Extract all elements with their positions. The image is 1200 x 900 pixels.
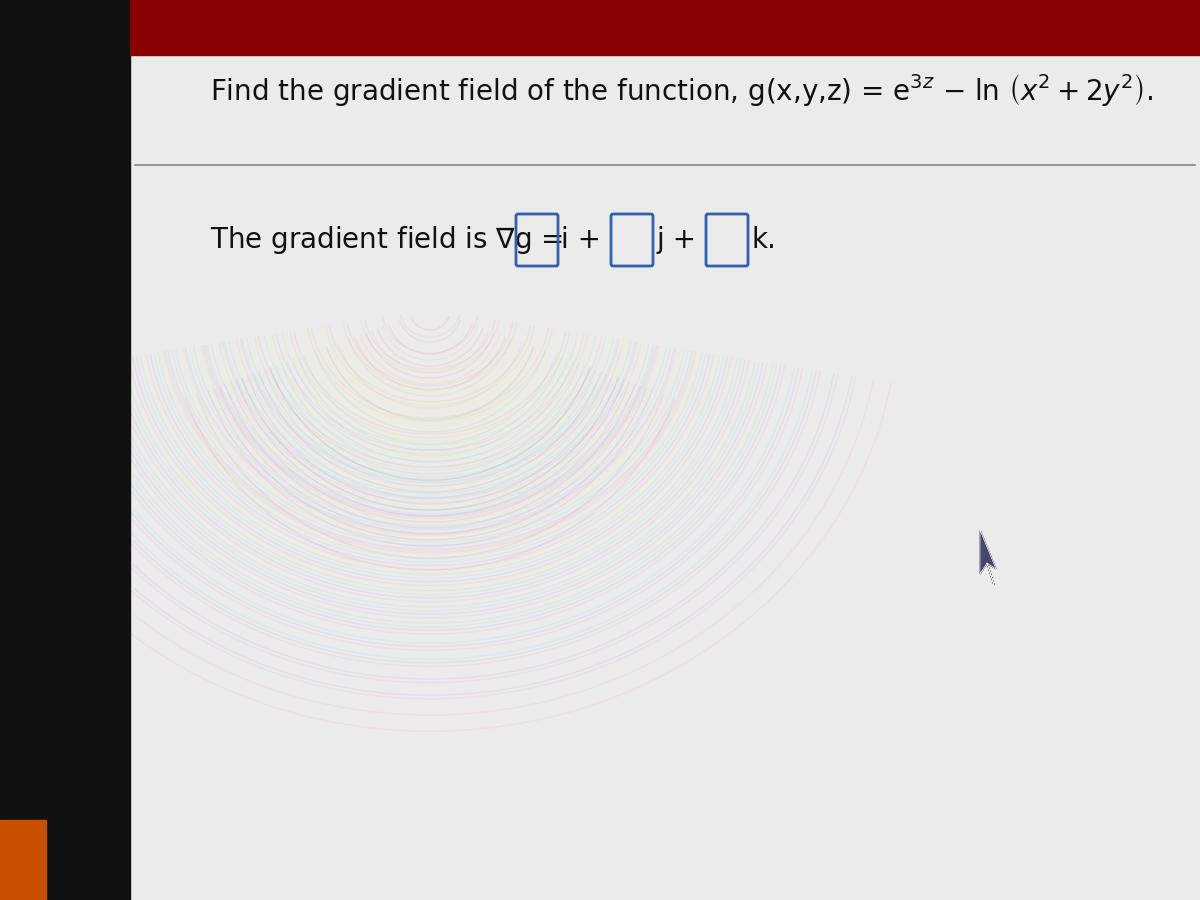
Bar [130,0,1200,55]
Text: i +: i + [562,226,610,254]
Bar [130,0,1200,900]
Polygon shape [980,530,996,585]
Bar [0,0,130,900]
Text: Find the gradient field of the function, g(x,y,z) = e$^{3z}$ $-$ ln $\left(x^{2}: Find the gradient field of the function,… [210,72,1153,108]
Bar [0,820,46,900]
Text: k.: k. [751,226,776,254]
Text: j +: j + [656,226,704,254]
Text: The gradient field is $\nabla$g =: The gradient field is $\nabla$g = [210,224,566,256]
